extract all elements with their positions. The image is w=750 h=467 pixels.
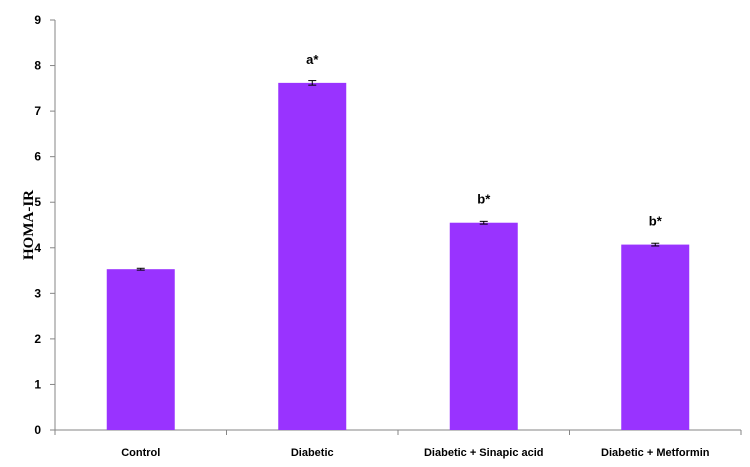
y-tick-label: 5 <box>34 195 41 209</box>
category-label: Diabetic + Metformin <box>601 447 710 459</box>
y-tick-label: 4 <box>34 241 41 255</box>
y-tick-label: 6 <box>34 150 41 164</box>
y-tick-label: 8 <box>34 59 41 73</box>
bar-annotation: a* <box>306 52 319 67</box>
y-tick-label: 1 <box>34 377 41 391</box>
y-tick-label: 0 <box>34 423 41 437</box>
bar-annotation: b* <box>649 214 663 229</box>
category-label: Control <box>121 447 160 459</box>
category-label: Diabetic <box>291 447 334 459</box>
bar <box>449 222 518 430</box>
category-label: Diabetic + Sinapic acid <box>424 447 544 459</box>
category-labels: Control Diabetic Diabetic + Sinapic acid Di… <box>121 447 710 459</box>
error-bars <box>136 80 660 271</box>
y-axis-ticks: 0 1 2 3 4 5 6 7 8 9 <box>34 13 55 437</box>
y-axis-label: HOMA-IR <box>21 190 37 260</box>
y-tick-label: 9 <box>34 13 41 27</box>
x-axis-ticks <box>54 430 742 435</box>
y-tick-label: 7 <box>34 104 41 118</box>
bar <box>621 244 690 430</box>
y-tick-label: 3 <box>34 286 41 300</box>
bar-annotations: a* b* b* <box>306 52 663 229</box>
bar-annotation: b* <box>477 192 491 207</box>
y-tick-label: 2 <box>34 332 41 346</box>
bar <box>278 82 347 430</box>
bar <box>106 269 175 430</box>
bars <box>106 82 690 430</box>
